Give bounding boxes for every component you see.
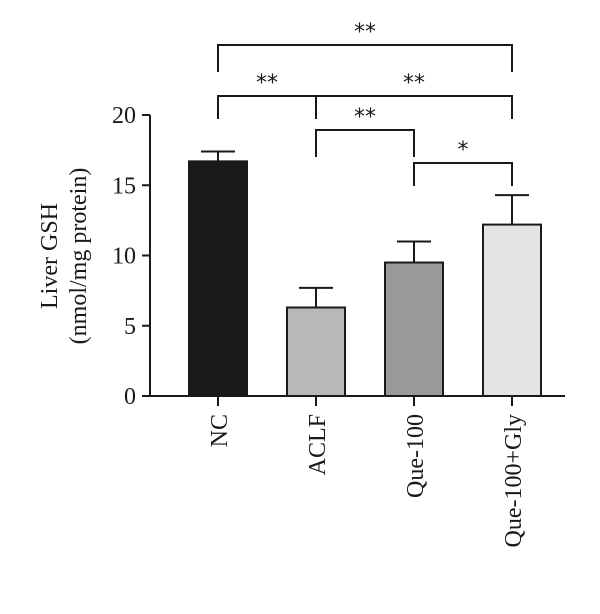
significance-bracket <box>217 95 317 119</box>
y-tick-label: 5 <box>124 314 136 340</box>
significance-bracket <box>315 95 513 119</box>
y-axis-title-line-2: (nmol/mg protein) <box>66 168 92 345</box>
y-tick-label: 15 <box>112 173 136 199</box>
significance-bracket <box>413 162 513 186</box>
bar-1 <box>286 306 346 397</box>
y-axis-title: Liver GSH (nmol/mg protein) <box>37 168 92 345</box>
x-tick-label: ACLF <box>305 414 331 475</box>
y-axis: 0 5 10 15 20 <box>112 103 151 410</box>
significance-brackets: **** ***** <box>217 20 513 186</box>
bar-2 <box>384 261 444 397</box>
y-tick-label: 20 <box>112 103 136 129</box>
significance-bracket <box>315 129 415 157</box>
bars <box>188 150 542 397</box>
significance-label: ** <box>354 105 376 130</box>
significance-label: ** <box>403 71 425 96</box>
significance-bracket <box>217 44 513 72</box>
significance-label: * <box>458 138 469 163</box>
x-axis: NC ACLF Que-100 Que-100+Gly <box>150 395 565 548</box>
significance-label: ** <box>256 71 278 96</box>
y-axis-title-line-1: Liver GSH <box>37 203 63 309</box>
bar-0 <box>188 160 248 397</box>
x-tick-label: Que-100+Gly <box>501 414 527 548</box>
y-tick-label: 0 <box>124 384 136 410</box>
significance-label: ** <box>354 20 376 45</box>
x-tick-label: Que-100 <box>403 414 429 498</box>
y-tick-label: 10 <box>112 244 136 270</box>
bar-3 <box>482 223 542 397</box>
x-tick-label: NC <box>207 414 233 447</box>
